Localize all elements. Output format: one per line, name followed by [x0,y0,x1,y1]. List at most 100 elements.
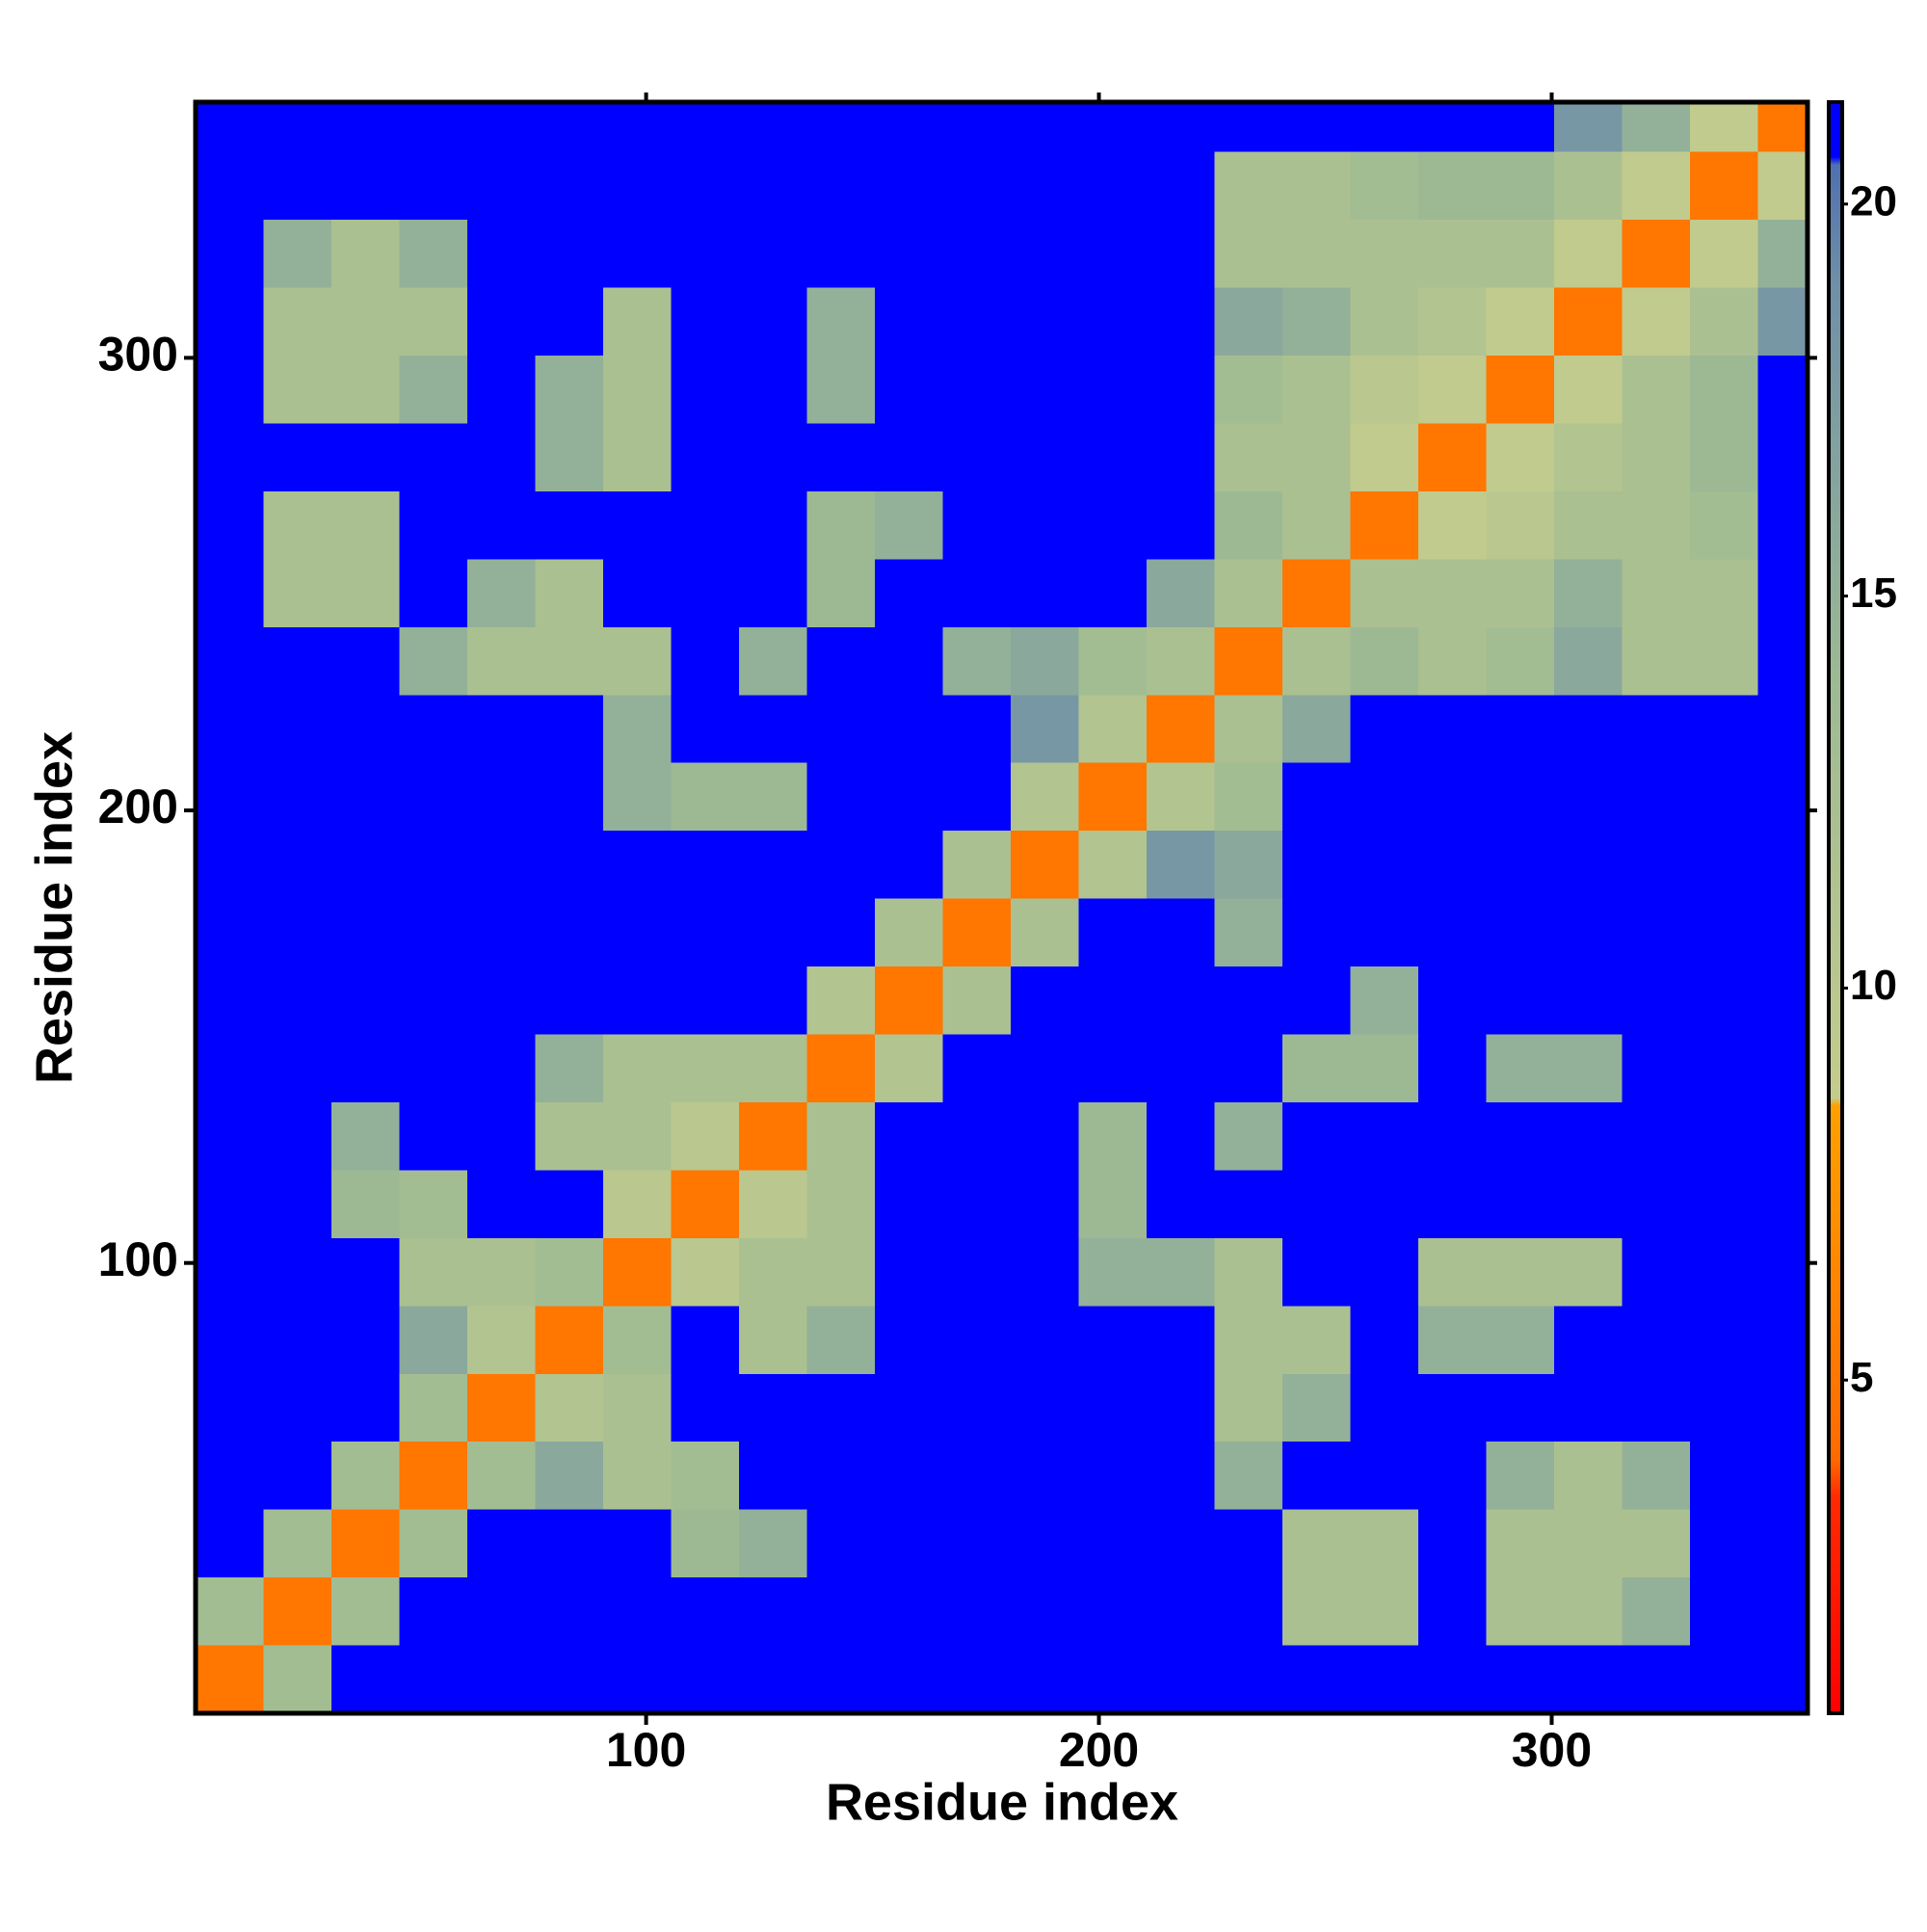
heatmap-cell [399,220,467,288]
heatmap-cell [1078,1101,1147,1171]
heatmap-cell [196,1170,264,1238]
heatmap-cell [738,102,807,152]
heatmap-cell [1281,287,1351,357]
heatmap-cell [602,1306,672,1374]
heatmap-cell [399,1442,467,1510]
heatmap-cell [738,1509,807,1578]
heatmap-cell [942,1442,1011,1510]
heatmap-cell [1486,1237,1554,1307]
heatmap-cell [1553,762,1623,832]
heatmap-cell [1010,1034,1079,1102]
heatmap-cell [874,1306,943,1374]
heatmap-cell [1214,1373,1282,1442]
heatmap-cell [738,898,807,967]
heatmap-cell [1417,1509,1487,1578]
heatmap-cell [330,966,400,1035]
heatmap-cell [671,287,739,357]
heatmap-cell [806,1170,875,1238]
heatmap-cell [1486,762,1554,832]
heatmap-cell [671,220,739,288]
heatmap-cell [806,1034,875,1102]
heatmap-cell [671,1645,739,1713]
heatmap-cell [330,1373,400,1442]
heatmap-cell [942,1509,1011,1578]
heatmap-cell [1214,490,1282,560]
heatmap-cell [263,898,331,967]
heatmap-cell [1486,831,1554,899]
heatmap-cell [1281,490,1351,560]
heatmap-cell [1417,626,1487,696]
heatmap-cell [1010,287,1079,357]
heatmap-cell [535,831,603,899]
heatmap-cell [1281,966,1351,1035]
heatmap-cell [1350,559,1418,627]
heatmap-cell [535,356,603,424]
heatmap-cell [738,423,807,491]
heatmap-cell [535,1034,603,1102]
colorbar [1827,100,1844,1715]
heatmap-cell [1417,1101,1487,1171]
heatmap-cell [806,559,875,627]
heatmap-cell [399,1170,467,1238]
heatmap-cell [1281,151,1351,221]
heatmap-cell [330,151,400,221]
heatmap-cell [1486,1442,1554,1510]
heatmap-cell [602,966,672,1035]
heatmap-cell [874,1577,943,1646]
heatmap-cell [466,1645,536,1713]
heatmap-cell [1350,1306,1418,1374]
heatmap-cell [1757,966,1808,1035]
heatmap-cell [1350,490,1418,560]
heatmap-cell [1486,695,1554,763]
heatmap-cell [1622,831,1690,899]
heatmap-cell [1757,1577,1808,1646]
heatmap-cell [1350,423,1418,491]
heatmap-cell [330,1101,400,1171]
heatmap-cell [535,695,603,763]
heatmap-cell [1214,695,1282,763]
heatmap-cell [602,102,672,152]
heatmap-cell [671,1034,739,1102]
heatmap-cell [1622,1442,1690,1510]
heatmap-cell [1553,490,1623,560]
heatmap-cell [535,966,603,1035]
heatmap-cell [399,356,467,424]
heatmap-cell [738,287,807,357]
heatmap-cell [1486,966,1554,1035]
heatmap-cell [1350,762,1418,832]
heatmap-cell [196,695,264,763]
heatmap-cell [1146,1237,1215,1307]
heatmap-cell [535,1442,603,1510]
heatmap-cell [1214,423,1282,491]
heatmap-cell [602,1237,672,1307]
heatmap-cell [874,356,943,424]
heatmap-cell [1486,1373,1554,1442]
heatmap-cell [1078,626,1147,696]
heatmap-cell [738,1306,807,1374]
heatmap-cell [330,1306,400,1374]
heatmap-cell [263,1034,331,1102]
heatmap-cell [1010,220,1079,288]
heatmap-cell [874,1442,943,1510]
heatmap-cell [1281,1034,1351,1102]
heatmap-cell [399,1101,467,1171]
heatmap-cell [1417,762,1487,832]
heatmap-cell [602,1645,672,1713]
heatmap-cell [263,287,331,357]
heatmap-cell [1553,1577,1623,1646]
x-tick-label: 200 [1059,1723,1139,1777]
heatmap-cell [1417,1577,1487,1646]
heatmap-cell [263,1373,331,1442]
heatmap-cell [466,966,536,1035]
heatmap-cell [399,490,467,560]
heatmap-cell [1689,831,1758,899]
heatmap-cell [1553,1306,1623,1374]
heatmap-cell [806,220,875,288]
heatmap-cell [942,966,1011,1035]
heatmap-cell [1417,356,1487,424]
heatmap-cell [1486,287,1554,357]
plot-frame [193,99,1810,1716]
heatmap-cell [1010,559,1079,627]
heatmap-cell [1146,695,1215,763]
heatmap-cell [1281,898,1351,967]
